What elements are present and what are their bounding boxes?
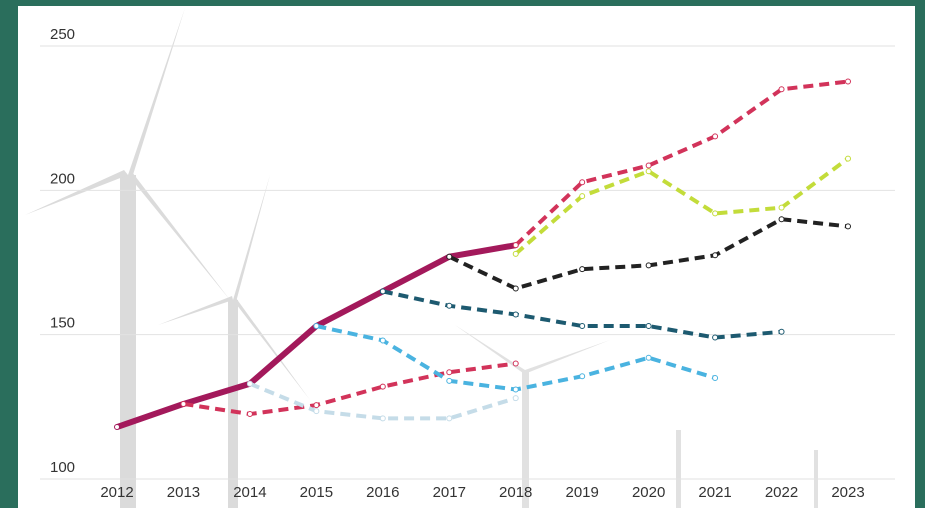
data-point [580,324,585,329]
x-tick-label: 2019 [565,484,598,501]
x-tick-label: 2014 [233,484,266,501]
x-tick-label: 2022 [765,484,798,501]
data-point [580,267,585,272]
data-point [513,286,518,291]
x-tick-label: 2020 [632,484,665,501]
data-point [713,375,718,380]
data-point [447,254,452,259]
data-point [447,370,452,375]
data-point [314,324,319,329]
data-point [447,303,452,308]
data-point [846,79,851,84]
data-point [713,211,718,216]
data-point [846,156,851,161]
data-point [580,180,585,185]
plot-background [18,6,915,508]
data-point [380,416,385,421]
data-point [513,361,518,366]
data-point [513,251,518,256]
x-tick-label: 2023 [831,484,864,501]
data-point [713,335,718,340]
data-point [380,384,385,389]
data-point [513,243,518,248]
data-point [713,134,718,139]
x-tick-label: 2021 [698,484,731,501]
data-point [646,355,651,360]
y-tick-label: 100 [50,459,75,476]
data-point [646,324,651,329]
data-point [513,387,518,392]
x-tick-label: 2013 [167,484,200,501]
data-point [580,374,585,379]
data-point [314,409,319,414]
data-point [580,194,585,199]
data-point [115,425,120,430]
data-point [513,312,518,317]
data-point [779,329,784,334]
x-tick-label: 2017 [433,484,466,501]
data-point [779,87,784,92]
data-point [779,205,784,210]
data-point [646,169,651,174]
data-point [447,416,452,421]
data-point [513,396,518,401]
x-tick-label: 2012 [100,484,133,501]
chart: 100 150 200 250 2012 2013 2014 2015 2016 2017 2018… [0,0,925,508]
data-point [380,289,385,294]
data-point [247,412,252,417]
data-point [713,253,718,258]
data-point [314,403,319,408]
y-tick-label: 250 [50,26,75,43]
y-tick-label: 150 [50,315,75,332]
data-point [247,381,252,386]
data-point [646,263,651,268]
page: {"chart_data": {"type": "line", "x": [20… [0,0,925,508]
x-tick-label: 2018 [499,484,532,501]
data-point [380,338,385,343]
x-tick-label: 2016 [366,484,399,501]
data-point [646,163,651,168]
data-point [181,401,186,406]
y-tick-label: 200 [50,170,75,187]
x-tick-label: 2015 [300,484,333,501]
data-point [846,224,851,229]
data-point [779,217,784,222]
data-point [447,378,452,383]
